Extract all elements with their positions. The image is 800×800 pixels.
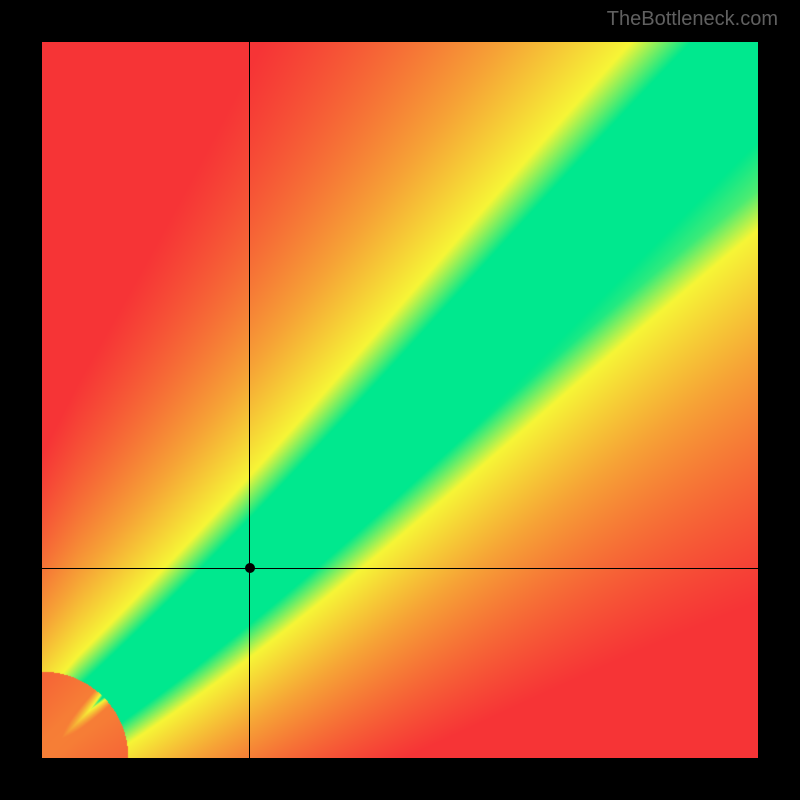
crosshair-horizontal — [42, 568, 758, 569]
crosshair-marker — [245, 563, 255, 573]
watermark: TheBottleneck.com — [607, 8, 778, 31]
heatmap-plot — [42, 42, 758, 758]
heatmap-canvas — [42, 42, 758, 758]
crosshair-vertical — [249, 42, 250, 758]
